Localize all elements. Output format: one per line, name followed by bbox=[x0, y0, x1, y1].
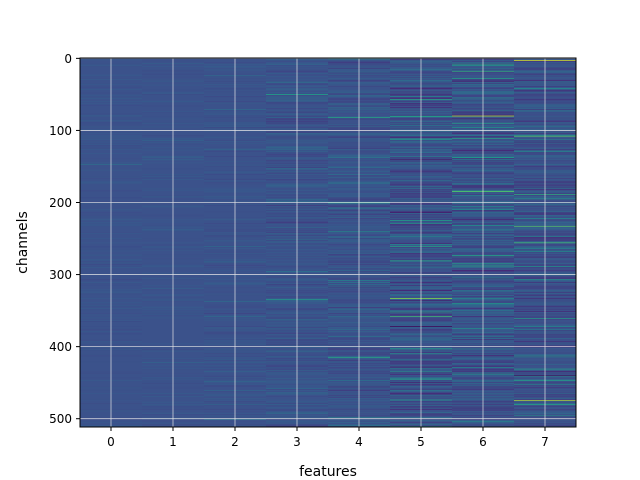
y-axis-label: channels bbox=[15, 211, 31, 274]
y-tick-label: 200 bbox=[49, 196, 72, 210]
x-tick-label: 3 bbox=[293, 435, 301, 449]
y-tick-label: 500 bbox=[49, 412, 72, 426]
y-tick-label: 0 bbox=[64, 52, 72, 66]
y-tick-label: 100 bbox=[49, 124, 72, 138]
y-tick-label: 300 bbox=[49, 268, 72, 282]
x-tick-label: 2 bbox=[231, 435, 239, 449]
x-tick-label: 6 bbox=[479, 435, 487, 449]
x-tick-label: 7 bbox=[541, 435, 549, 449]
y-axis-ticks: 0 100 200 300 400 500 bbox=[49, 52, 80, 426]
heatmap-cells bbox=[80, 58, 576, 428]
y-tick-label: 400 bbox=[49, 340, 72, 354]
plot-frame bbox=[79, 57, 577, 428]
x-tick-label: 5 bbox=[417, 435, 425, 449]
x-axis-ticks: 0 1 2 3 4 5 6 7 bbox=[107, 427, 549, 449]
x-tick-label: 1 bbox=[169, 435, 177, 449]
x-axis-label: features bbox=[299, 464, 357, 480]
x-tick-label: 4 bbox=[355, 435, 363, 449]
x-tick-label: 0 bbox=[107, 435, 115, 449]
